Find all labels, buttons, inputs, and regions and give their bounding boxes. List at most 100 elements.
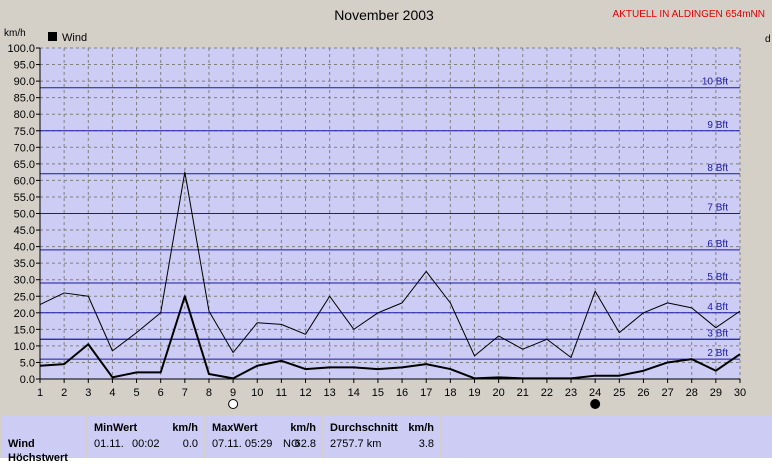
y-tick-label: 35.0 (14, 258, 35, 270)
x-tick-label: 29 (710, 387, 722, 399)
avg-distance: 2757.7 km (330, 438, 382, 450)
status-link[interactable]: AKTUELL IN ALDINGEN 654mNN (613, 9, 765, 20)
y-axis: 0.0 5.0 10.0 15.0 20.0 25.0 30.0 35.0 40.0 45.0 50… (7, 43, 40, 386)
max-unit: km/h (290, 422, 316, 434)
x-tick-label: 12 (299, 387, 311, 399)
x-tick-label: 8 (206, 387, 212, 399)
y-tick-label: 70.0 (14, 142, 35, 154)
x-tick-label: 2 (61, 387, 67, 399)
beaufort-label: 6 Bft (707, 239, 728, 250)
x-tick-label: 5 (133, 387, 139, 399)
y-tick-label: 10.0 (14, 341, 35, 353)
min-value: 0.0 (182, 438, 198, 450)
beaufort-label: 9 Bft (707, 120, 728, 131)
x-tick-label: 13 (324, 387, 336, 399)
beaufort-label: 7 Bft (707, 203, 728, 214)
x-tick-label: 15 (372, 387, 384, 399)
y-tick-label: 95.0 (14, 60, 35, 72)
summary-table: Wind Höchstwert MinWert km/h 01.11. 00:0… (0, 414, 772, 464)
min-time: 00:02 (132, 438, 160, 450)
x-tick-label: 23 (565, 387, 577, 399)
avg-unit: km/h (408, 422, 434, 434)
summary-min-cell: MinWert km/h 01.11. 00:02 0.0 (88, 416, 204, 458)
y-tick-label: 20.0 (14, 308, 35, 320)
x-tick-label: 14 (348, 387, 360, 399)
beaufort-lines: 2 Bft 3 Bft 4 Bft 5 Bft 6 Bft 7 Bft 8 Bft 9 Bft… (40, 77, 740, 360)
x-tick-label: 24 (589, 387, 601, 399)
series-line-average (39, 295, 741, 380)
y-tick-label: 75.0 (14, 126, 35, 138)
x-tick-label: 10 (251, 387, 263, 399)
summary-label-cell: Wind Höchstwert (2, 416, 86, 464)
x-tick-label: 22 (541, 387, 553, 399)
right-unit-label: d (765, 34, 771, 45)
y-tick-label: 85.0 (14, 93, 35, 105)
x-tick-label: 19 (468, 387, 480, 399)
beaufort-label: 10 Bft (702, 77, 728, 88)
x-tick-label: 16 (396, 387, 408, 399)
x-tick-label: 4 (109, 387, 115, 399)
y-tick-label: 55.0 (14, 192, 35, 204)
y-tick-label: 15.0 (14, 324, 35, 336)
y-tick-label: 40.0 (14, 242, 35, 254)
x-tick-label: 30 (734, 387, 746, 399)
y-tick-label: 80.0 (14, 109, 35, 121)
moon-phases (228, 399, 601, 409)
summary-empty-cell (442, 416, 772, 458)
summary-row-label: Wind (8, 438, 35, 450)
beaufort-label: 3 Bft (707, 328, 728, 339)
wind-chart: November 2003 AKTUELL IN ALDINGEN 654mNN… (4, 7, 772, 409)
min-date: 01.11. (94, 438, 124, 450)
y-tick-label: 25.0 (14, 291, 35, 303)
x-tick-label: 6 (158, 387, 164, 399)
min-unit: km/h (172, 422, 198, 434)
x-tick-label: 17 (420, 387, 432, 399)
x-axis: 1 2 3 4 5 6 7 8 9 10 11 12 13 14 15 16 17 18 19 20 21 22 23 24 2… (37, 379, 746, 399)
y-tick-label: 60.0 (14, 175, 35, 187)
y-tick-label: 50.0 (14, 209, 35, 221)
beaufort-label: 4 Bft (707, 302, 728, 313)
x-tick-label: 26 (637, 387, 649, 399)
y-tick-label: 30.0 (14, 275, 35, 287)
x-tick-label: 21 (517, 387, 529, 399)
x-tick-label: 11 (276, 387, 287, 399)
avg-header: Durchschnitt (330, 422, 398, 434)
summary-max-cell: MaxWert km/h 07.11. 05:29 NO 62.8 (206, 416, 322, 458)
x-tick-label: 28 (686, 387, 698, 399)
y-tick-label: 5.0 (20, 357, 35, 369)
x-tick-label: 25 (613, 387, 625, 399)
summary-avg-cell: Durchschnitt km/h 2757.7 km 3.8 (324, 416, 440, 458)
min-header: MinWert (94, 422, 138, 434)
series-layer (39, 171, 741, 380)
y-tick-label: 90.0 (14, 76, 35, 88)
max-header: MaxWert (212, 422, 258, 434)
beaufort-label: 5 Bft (707, 272, 728, 283)
plot-right-gutter (740, 48, 772, 379)
x-tick-label: 7 (182, 387, 188, 399)
x-tick-label: 9 (230, 387, 236, 399)
x-tick-label: 3 (85, 387, 91, 399)
y-unit-label: km/h (4, 28, 26, 39)
new-moon-icon (590, 399, 601, 409)
legend-label: Wind (62, 32, 87, 44)
summary-row-label-2: Höchstwert (8, 452, 68, 464)
y-tick-label: 100.0 (7, 43, 35, 55)
beaufort-label: 2 Bft (707, 348, 728, 359)
max-direction: NO (283, 438, 300, 450)
x-tick-label: 20 (492, 387, 504, 399)
beaufort-label: 8 Bft (707, 163, 728, 174)
x-tick-label: 18 (444, 387, 456, 399)
y-tick-label: 65.0 (14, 159, 35, 171)
x-tick-label: 1 (37, 387, 43, 399)
chart-title: November 2003 (334, 7, 434, 23)
y-tick-label: 45.0 (14, 225, 35, 237)
y-tick-label: 0.0 (20, 374, 35, 386)
full-moon-icon (228, 399, 239, 409)
max-value: 62.8 (294, 438, 316, 450)
max-datetime: 07.11. 05:29 (212, 438, 273, 450)
x-tick-label: 27 (661, 387, 673, 399)
series-line-gust (39, 171, 741, 358)
avg-value: 3.8 (418, 438, 434, 450)
legend-swatch (48, 32, 57, 41)
